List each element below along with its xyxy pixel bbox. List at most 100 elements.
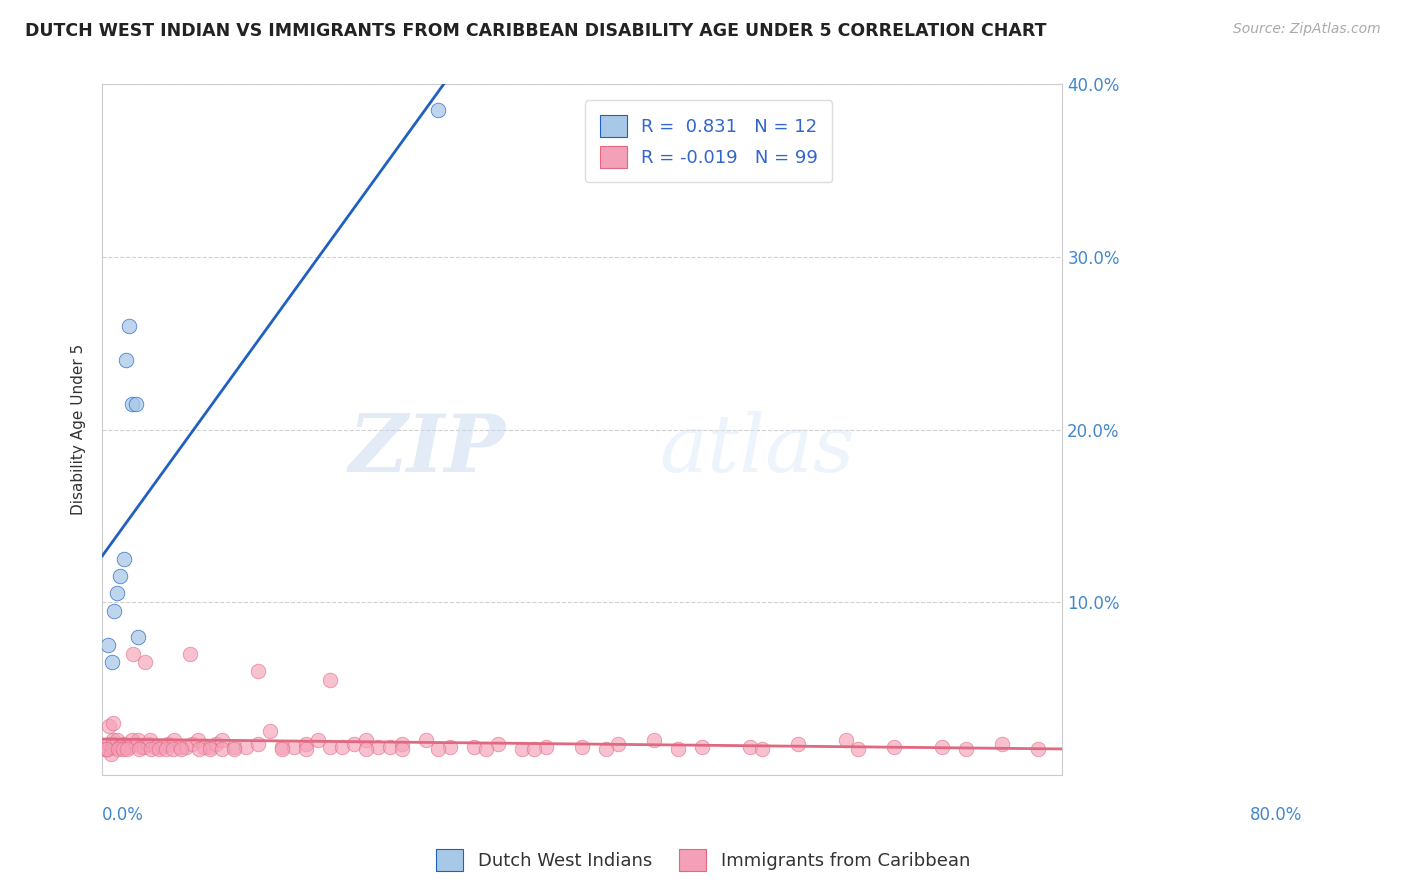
Point (117, 741, 139, 756)
Point (128, 741, 150, 756)
Point (112, 552, 135, 566)
Legend: Dutch West Indians, Immigrants from Caribbean: Dutch West Indians, Immigrants from Cari… (429, 842, 977, 879)
Point (235, 739, 257, 754)
Point (536, 739, 558, 754)
Point (247, 664, 270, 678)
Point (117, 318, 139, 333)
Point (162, 741, 184, 756)
Point (93, 741, 115, 756)
Point (187, 733, 209, 747)
Point (835, 733, 858, 747)
Point (271, 739, 294, 754)
Point (751, 741, 773, 756)
Point (415, 733, 437, 747)
Point (188, 741, 211, 756)
Point (181, 737, 204, 751)
Point (174, 739, 197, 754)
Point (510, 741, 533, 756)
Point (101, 715, 124, 730)
Point (97, 638, 120, 652)
Point (205, 737, 228, 751)
Point (100, 747, 122, 761)
Point (157, 737, 180, 751)
Point (380, 739, 402, 754)
Point (475, 741, 498, 756)
Point (115, 739, 138, 754)
Point (787, 737, 810, 751)
Point (122, 647, 145, 661)
Point (139, 733, 162, 747)
Point (427, 103, 450, 118)
Legend: R =  0.831   N = 12, R = -0.019   N = 99: R = 0.831 N = 12, R = -0.019 N = 99 (585, 101, 832, 182)
Point (571, 739, 593, 754)
Point (259, 724, 281, 739)
Point (486, 737, 509, 751)
Point (121, 733, 143, 747)
Point (163, 733, 186, 747)
Text: Source: ZipAtlas.com: Source: ZipAtlas.com (1233, 22, 1381, 37)
Point (155, 741, 177, 756)
Point (427, 741, 450, 756)
Point (117, 739, 139, 754)
Point (108, 739, 131, 754)
Point (121, 396, 143, 410)
Point (101, 733, 124, 747)
Point (107, 741, 129, 756)
Point (283, 739, 305, 754)
Point (103, 604, 125, 618)
Point (690, 739, 713, 754)
Point (883, 739, 905, 754)
Point (354, 733, 377, 747)
Point (115, 353, 138, 368)
Point (224, 741, 246, 756)
Point (319, 673, 342, 687)
Point (96, 741, 118, 756)
Point (170, 741, 193, 756)
Point (127, 630, 149, 644)
Point (103, 737, 125, 751)
Point (101, 739, 124, 754)
Point (105, 586, 128, 600)
Point (224, 739, 246, 754)
Point (354, 741, 377, 756)
Point (94, 741, 117, 756)
Point (136, 737, 159, 751)
Point (740, 739, 762, 754)
Point (463, 739, 485, 754)
Point (94, 741, 117, 756)
Point (150, 739, 173, 754)
Point (991, 737, 1014, 751)
Point (330, 739, 353, 754)
Point (595, 741, 617, 756)
Point (134, 739, 156, 754)
Point (271, 741, 294, 756)
Point (127, 733, 149, 747)
Point (200, 741, 222, 756)
Point (295, 741, 318, 756)
Point (98, 719, 121, 733)
Point (101, 656, 124, 670)
Point (145, 739, 167, 754)
Point (211, 733, 233, 747)
Point (111, 741, 134, 756)
Text: atlas: atlas (659, 411, 855, 489)
Point (200, 739, 222, 754)
Point (391, 741, 413, 756)
Point (319, 739, 342, 754)
Point (134, 656, 156, 670)
Point (169, 739, 191, 754)
Point (98, 737, 121, 751)
Y-axis label: Disability Age Under 5: Disability Age Under 5 (72, 344, 86, 516)
Point (391, 737, 413, 751)
Point (125, 396, 148, 410)
Text: ZIP: ZIP (349, 411, 506, 489)
Point (148, 741, 170, 756)
Point (179, 647, 201, 661)
Point (846, 741, 869, 756)
Point (439, 739, 461, 754)
Point (643, 733, 665, 747)
Point (112, 737, 135, 751)
Point (955, 741, 977, 756)
Point (307, 733, 329, 747)
Point (343, 737, 366, 751)
